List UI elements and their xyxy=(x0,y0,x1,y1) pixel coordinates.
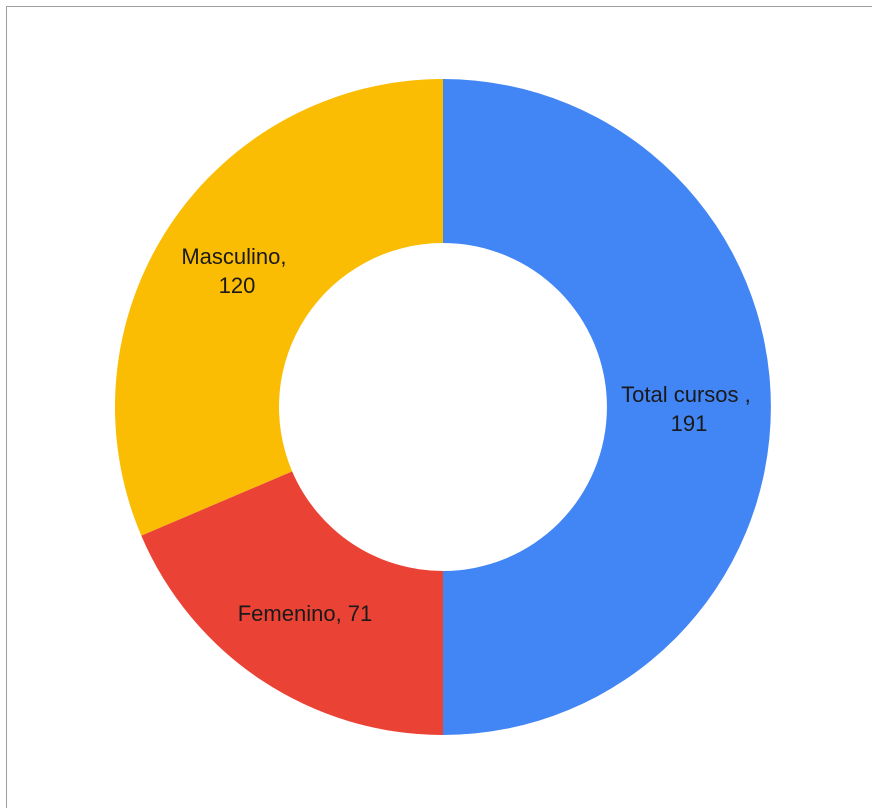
slice-label-masculino: Masculino, 120 xyxy=(181,244,292,298)
slice-masculino xyxy=(115,79,444,536)
slice-total-cursos xyxy=(443,79,771,735)
slice-label-total-cursos-line1: Total cursos , xyxy=(621,382,751,407)
slice-label-total-cursos: Total cursos , 191 xyxy=(621,382,757,436)
slice-label-masculino-line2: 120 xyxy=(219,273,256,298)
labels-group: Total cursos , 191 Femenino, 71 Masculin… xyxy=(181,244,757,626)
slice-femenino xyxy=(141,471,443,735)
slice-label-total-cursos-line2: 191 xyxy=(671,411,708,436)
slices-group xyxy=(115,79,771,735)
slice-label-femenino: Femenino, 71 xyxy=(238,601,373,626)
slice-label-femenino-line1: Femenino, 71 xyxy=(238,601,373,626)
slice-label-masculino-line1: Masculino, xyxy=(181,244,286,269)
